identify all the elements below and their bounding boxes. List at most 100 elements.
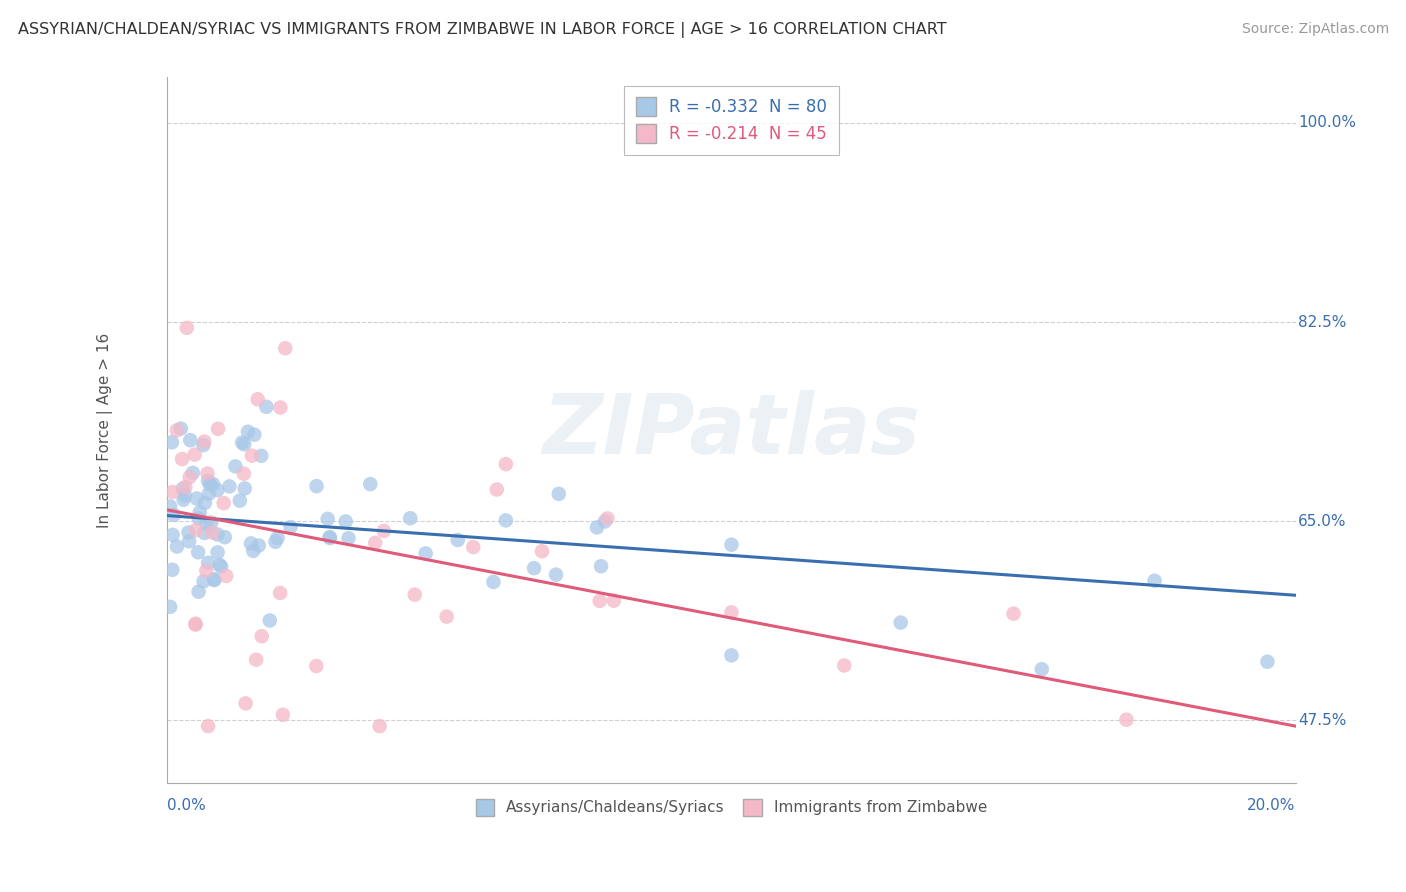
Point	[202, 572, 225, 586]
Text: 65.0%: 65.0%	[1298, 514, 1347, 529]
Point	[274, 341, 297, 355]
Point	[463, 540, 485, 554]
Point	[197, 467, 219, 481]
Point	[485, 483, 508, 497]
Point	[240, 449, 263, 463]
Point	[193, 438, 215, 452]
Text: 47.5%: 47.5%	[1298, 713, 1347, 728]
Point	[195, 516, 218, 531]
Point	[271, 707, 294, 722]
Point	[269, 401, 291, 415]
Point	[399, 511, 422, 525]
Point	[207, 422, 229, 436]
Point	[242, 544, 264, 558]
Point	[596, 511, 619, 525]
Text: Source: ZipAtlas.com: Source: ZipAtlas.com	[1241, 22, 1389, 37]
Point	[170, 452, 193, 467]
Point	[269, 586, 291, 600]
Point	[890, 615, 912, 630]
Point	[359, 477, 381, 491]
Point	[1002, 607, 1025, 621]
Point	[364, 536, 387, 550]
Point	[202, 573, 225, 587]
Point	[1031, 662, 1053, 676]
Point	[159, 599, 181, 614]
Point	[162, 528, 184, 542]
Point	[200, 516, 222, 530]
Point	[335, 515, 357, 529]
Point	[544, 567, 567, 582]
Point	[436, 609, 458, 624]
Point	[201, 525, 224, 540]
Point	[305, 659, 328, 673]
Point	[404, 588, 426, 602]
Point	[495, 457, 517, 471]
Point	[247, 539, 270, 553]
Point	[589, 559, 612, 574]
Point	[181, 466, 204, 480]
Point	[319, 531, 342, 545]
Point	[184, 617, 207, 632]
Point	[720, 538, 742, 552]
Point	[184, 616, 207, 631]
Text: ZIPatlas: ZIPatlas	[543, 390, 921, 471]
Point	[233, 482, 256, 496]
Text: 0.0%: 0.0%	[167, 797, 207, 813]
Point	[197, 474, 219, 488]
Point	[208, 558, 231, 572]
Point	[243, 427, 266, 442]
Point	[193, 574, 215, 589]
Point	[214, 530, 236, 544]
Text: 82.5%: 82.5%	[1298, 315, 1347, 330]
Point	[305, 479, 328, 493]
Point	[254, 400, 277, 414]
Point	[589, 594, 612, 608]
Point	[163, 508, 186, 522]
Point	[266, 531, 288, 545]
Point	[179, 434, 201, 448]
Point	[195, 564, 218, 578]
Text: In Labor Force | Age > 16: In Labor Force | Age > 16	[97, 333, 114, 528]
Point	[162, 563, 184, 577]
Point	[720, 605, 742, 619]
Point	[337, 531, 360, 545]
Point	[224, 459, 246, 474]
Point	[720, 648, 742, 663]
Point	[229, 493, 252, 508]
Point	[232, 467, 254, 481]
Point	[586, 520, 609, 534]
Point	[834, 658, 856, 673]
Point	[447, 533, 470, 547]
Point	[186, 491, 208, 506]
Point	[482, 574, 505, 589]
Legend: Assyrians/Chaldeans/Syriacs, Immigrants from Zimbabwe: Assyrians/Chaldeans/Syriacs, Immigrants …	[467, 789, 997, 825]
Point	[373, 524, 395, 538]
Point	[415, 546, 437, 560]
Point	[280, 520, 302, 534]
Point	[179, 470, 201, 484]
Point	[194, 496, 217, 510]
Point	[523, 561, 546, 575]
Point	[172, 482, 194, 496]
Point	[239, 536, 262, 550]
Point	[250, 449, 273, 463]
Point	[159, 500, 181, 514]
Point	[245, 653, 267, 667]
Point	[170, 421, 193, 435]
Point	[212, 496, 235, 510]
Point	[530, 544, 553, 558]
Point	[166, 423, 188, 437]
Point	[235, 697, 257, 711]
Text: ASSYRIAN/CHALDEAN/SYRIAC VS IMMIGRANTS FROM ZIMBABWE IN LABOR FORCE | AGE > 16 C: ASSYRIAN/CHALDEAN/SYRIAC VS IMMIGRANTS F…	[18, 22, 946, 38]
Point	[176, 321, 198, 335]
Point	[193, 525, 215, 540]
Text: 20.0%: 20.0%	[1247, 797, 1296, 813]
Point	[207, 527, 229, 541]
Point	[177, 525, 200, 540]
Point	[218, 479, 240, 493]
Point	[318, 530, 340, 544]
Point	[173, 492, 195, 507]
Point	[162, 485, 184, 500]
Point	[316, 512, 339, 526]
Point	[231, 435, 253, 450]
